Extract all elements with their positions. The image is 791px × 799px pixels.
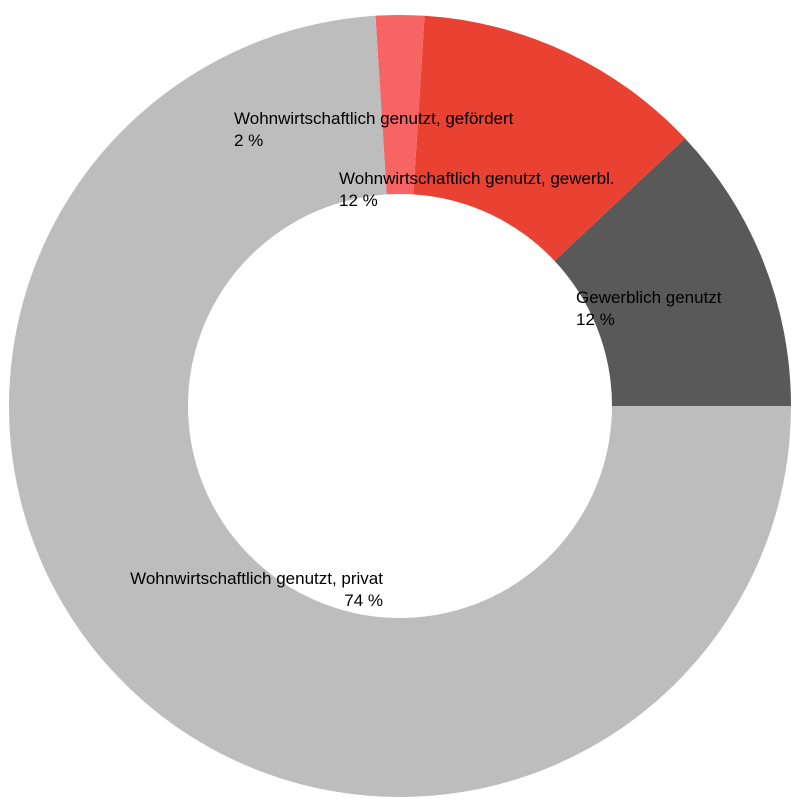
- slice-label-3: Wohnwirtschaftlich genutzt, gefördert 2 %: [234, 109, 514, 150]
- slice-label-1: Gewerblich genutzt 12 %: [576, 288, 722, 329]
- slice-1: [554, 138, 791, 406]
- slice-name: Wohnwirtschaftlich genutzt, privat: [130, 569, 383, 588]
- slice-name: Wohnwirtschaftlich genutzt, gewerbl.: [339, 169, 615, 188]
- slice-2: [413, 15, 686, 261]
- slice-name: Gewerblich genutzt: [576, 288, 722, 307]
- slice-value: 12 %: [339, 191, 378, 210]
- slice-label-4: Wohnwirtschaftlich genutzt, privat 74 %: [130, 569, 383, 610]
- slice-name: Wohnwirtschaftlich genutzt, gefördert: [234, 109, 514, 128]
- slice-3: [375, 15, 425, 195]
- slice-value: 12 %: [576, 310, 615, 329]
- slice-value: 2 %: [234, 131, 263, 150]
- slice-label-2: Wohnwirtschaftlich genutzt, gewerbl. 12 %: [339, 169, 615, 210]
- donut-slices: [8, 15, 791, 798]
- slice-labels: Gewerblich genutzt 12 %Wohnwirtschaftlich…: [130, 109, 722, 610]
- slice-value: 74 %: [344, 591, 383, 610]
- slice-4: [8, 15, 791, 798]
